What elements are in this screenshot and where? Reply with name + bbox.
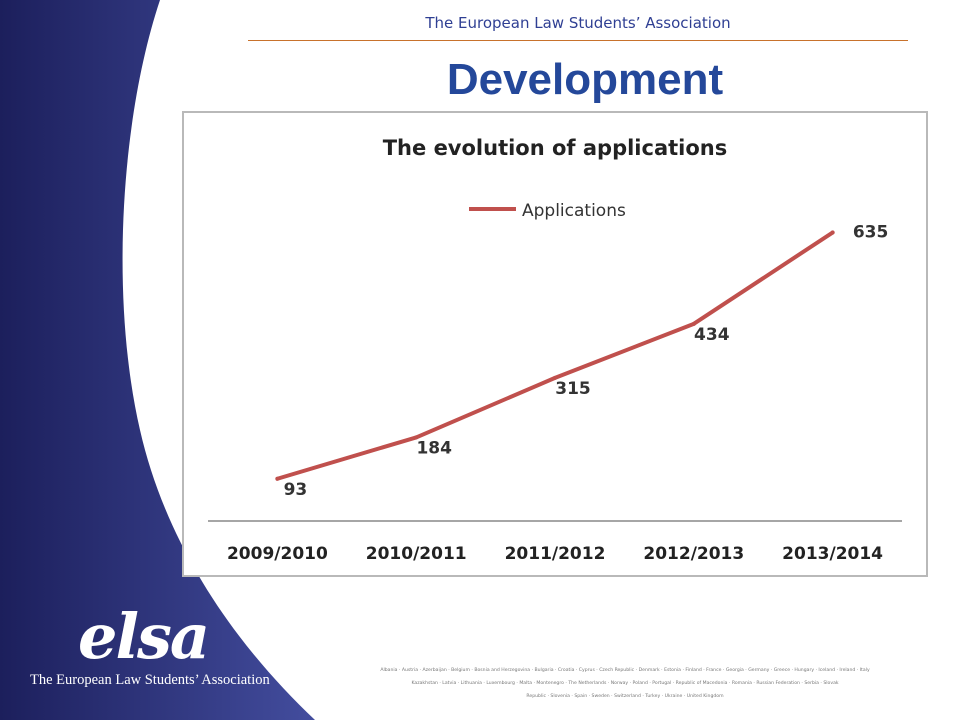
x-tick-label: 2010/2011 (366, 544, 467, 564)
data-label: 315 (555, 379, 591, 399)
line-chart: The evolution of applications Application… (208, 136, 902, 564)
x-tick-label: 2013/2014 (782, 544, 883, 564)
logo-mark: elsa (78, 600, 210, 673)
series-line-applications (275, 230, 835, 481)
elsa-logo: elsa The European Law Students’ Associat… (30, 600, 270, 689)
data-label: 434 (694, 325, 730, 345)
chart-frame: The evolution of applications Application… (182, 111, 928, 577)
logo-organization: The European Law Students’ Association (30, 672, 270, 688)
data-label: 184 (416, 438, 452, 458)
data-label: 93 (284, 480, 308, 500)
data-point (553, 375, 557, 380)
countries-line: Albania · Austria · Azerbaijan · Belgium… (380, 668, 870, 673)
chart-title: The evolution of applications (383, 136, 728, 160)
countries-line: Republic · Slovenia · Spain · Sweden · S… (526, 694, 724, 699)
data-point (414, 435, 419, 440)
member-countries: Albania · Austria · Azerbaijan · Belgium… (330, 664, 920, 703)
page-title: Development (446, 55, 724, 104)
header-organization: The European Law Students’ Association (425, 14, 731, 32)
legend-label: Applications (522, 201, 626, 221)
data-point (275, 476, 280, 481)
data-point (691, 321, 696, 326)
data-point (830, 230, 835, 235)
header-divider (248, 40, 908, 41)
x-tick-label: 2011/2012 (505, 544, 606, 564)
x-tick-label: 2009/2010 (227, 544, 328, 564)
x-tick-label: 2012/2013 (643, 544, 744, 564)
countries-line: Kazakhstan · Latvia · Lithuania · Luxemb… (411, 681, 839, 686)
data-label: 635 (853, 223, 889, 243)
